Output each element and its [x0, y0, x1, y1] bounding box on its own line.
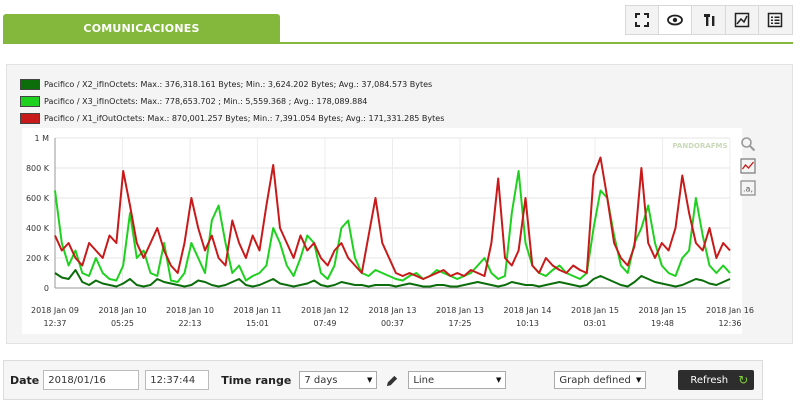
data-export-button[interactable]: .a, [740, 180, 756, 196]
refresh-icon: ↻ [738, 373, 749, 387]
chevron-down-icon: ▼ [495, 376, 502, 384]
y-tick-label: 800 K [26, 164, 50, 173]
x-tick-label: 22:13 [178, 319, 201, 328]
x-tick-label: 12:36 [718, 319, 741, 328]
tab-comunicaciones[interactable]: COMUNICACIONES [3, 14, 280, 42]
time-range-value: 7 days [304, 374, 338, 386]
x-tick-label: 00:37 [381, 319, 404, 328]
chart-side-tools: .a, [740, 136, 756, 202]
csv-icon: .a, [740, 180, 756, 196]
y-tick-label: 0 [44, 284, 49, 293]
graph-type-value: Line [413, 374, 435, 386]
x-tick-label: 2018 Jan 10 [166, 306, 214, 315]
x-tick-label: 19:48 [651, 319, 674, 328]
x-tick-label: 12:37 [43, 319, 66, 328]
zoom-button[interactable] [740, 136, 756, 152]
x-tick-label: 2018 Jan 15 [571, 306, 619, 315]
graph-mode-select[interactable]: Graph defined ▼ [554, 371, 647, 389]
legend-label: Pacifico / X3_ifInOctets: Max.: 778,653.… [44, 97, 368, 106]
list-icon [768, 12, 783, 28]
list-button[interactable] [759, 6, 792, 34]
line-chart-icon [740, 158, 756, 174]
graph-type-select[interactable]: Line ▼ [408, 371, 507, 389]
chart-button[interactable] [726, 6, 759, 34]
legend-item: Pacifico / X1_ifOutOctets: Max.: 870,001… [20, 110, 444, 127]
x-tick-label: 2018 Jan 13 [369, 306, 417, 315]
x-tick-label: 10:13 [516, 319, 539, 328]
chart-icon [734, 12, 749, 28]
x-tick-label: 2018 Jan 14 [504, 306, 552, 315]
legend-label: Pacifico / X1_ifOutOctets: Max.: 870,001… [44, 114, 445, 123]
x-tick-label: 2018 Jan 10 [99, 306, 147, 315]
legend-swatch [20, 96, 40, 107]
date-label: Date [10, 373, 40, 387]
legend-item: Pacifico / X3_ifInOctets: Max.: 778,653.… [20, 93, 444, 110]
legend-swatch [20, 79, 40, 90]
tools-icon [703, 14, 714, 26]
refresh-label: Refresh [690, 374, 729, 386]
series-line [54, 269, 731, 288]
date-input[interactable]: 2018/01/16 [43, 370, 140, 390]
view-button[interactable] [659, 6, 693, 34]
watermark-logo: PANDORAFMS [672, 142, 727, 150]
series-line [54, 156, 731, 280]
y-tick-label: 200 K [26, 254, 50, 263]
x-tick-label: 07:49 [313, 319, 336, 328]
legend-item: Pacifico / X2_ifInOctets: Max.: 376,318.… [20, 76, 444, 93]
x-tick-label: 2018 Jan 11 [234, 306, 282, 315]
x-tick-label: 2018 Jan 16 [706, 306, 754, 315]
eye-icon [667, 14, 684, 26]
time-range-select[interactable]: 7 days ▼ [299, 371, 378, 389]
fullscreen-icon [635, 13, 650, 27]
x-tick-label: 2018 Jan 15 [639, 306, 687, 315]
time-range-label: Time range [221, 373, 292, 387]
x-tick-label: 17:25 [448, 319, 471, 328]
chart-export-button[interactable] [740, 158, 756, 174]
x-tick-label: 05:25 [111, 319, 134, 328]
time-input[interactable]: 12:37:44 [145, 370, 210, 390]
magnifier-icon [741, 137, 756, 152]
legend-label: Pacifico / X2_ifInOctets: Max.: 376,318.… [44, 80, 433, 89]
view-toolbar [625, 5, 793, 35]
y-tick-label: 600 K [26, 194, 50, 203]
x-tick-label: 15:01 [246, 319, 269, 328]
x-tick-label: 2018 Jan 13 [436, 306, 484, 315]
legend-swatch [20, 113, 40, 124]
refresh-button[interactable]: Refresh ↻ [678, 370, 755, 390]
plot-background [22, 128, 742, 334]
y-tick-label: 1 M [34, 134, 49, 143]
x-tick-label: 03:01 [583, 319, 606, 328]
tools-button[interactable] [692, 6, 726, 34]
y-tick-label: 400 K [26, 224, 50, 233]
chevron-down-icon: ▼ [366, 376, 373, 384]
x-tick-label: 2018 Jan 09 [31, 306, 79, 315]
pencil-icon[interactable] [385, 373, 400, 388]
fullscreen-button[interactable] [626, 6, 660, 34]
graph-mode-value: Graph defined [559, 374, 631, 386]
svg-text:.a,: .a, [743, 185, 753, 194]
header-divider [3, 42, 793, 44]
header: COMUNICACIONES [0, 0, 800, 44]
graph-controls: Date 2018/01/16 12:37:44 Time range 7 da… [3, 360, 763, 400]
chevron-down-icon: ▼ [635, 376, 642, 384]
chart-legend: Pacifico / X2_ifInOctets: Max.: 376,318.… [20, 76, 444, 127]
x-tick-label: 2018 Jan 12 [301, 306, 349, 315]
